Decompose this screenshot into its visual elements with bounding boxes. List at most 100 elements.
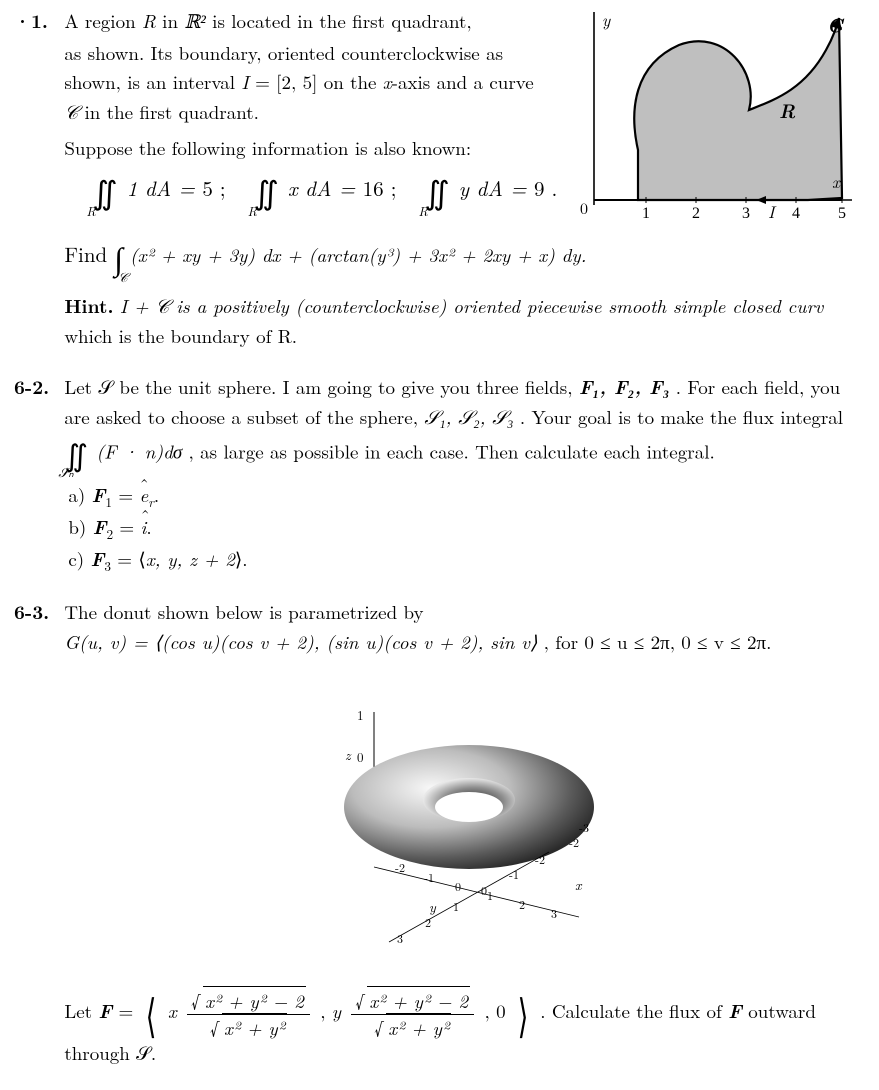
p3-frac1: x² + y² − 2 x² + y²: [187, 988, 310, 1040]
p1-hint-text2: which is the boundary of R.: [64, 322, 297, 349]
p3-eq: =: [119, 997, 140, 1024]
torus-figure-wrap: 1 0 -3 z -2 -1: [64, 672, 854, 978]
int3-sep: .: [544, 173, 557, 203]
tick-5: 5: [838, 205, 846, 220]
p1-find: Find ∫𝒞 (x² + xy + 3y) dx + (arctan(y³) …: [64, 236, 854, 279]
p2-a-lead: a): [68, 481, 91, 508]
problem-2: 6-2. Let 𝒮 be the unit sphere. I am goin…: [14, 374, 865, 577]
yt5: 3: [397, 930, 403, 947]
p3-F2: F: [728, 996, 742, 1024]
p2-a: a) F1 = er.: [68, 482, 854, 508]
p1-hint-lead: Hint.: [64, 291, 113, 319]
p3-den1: x² + y²: [222, 1013, 287, 1041]
p2-b: b) F2 = i.: [68, 514, 854, 540]
int1-val: 5: [202, 173, 213, 203]
problem-2-body: Let 𝒮 be the unit sphere. I am going to …: [64, 374, 854, 577]
p2-c: c) F3 = ⟨x, y, z + 2⟩.: [68, 546, 854, 572]
p1-l1c: is located in the first quadrant,: [212, 7, 471, 34]
p1-hint-line2: which is the boundary of R.: [64, 323, 854, 349]
p3-Glead: G(u, v) =: [64, 628, 154, 655]
torus-hole-inner: [435, 792, 503, 822]
p3-line1: The donut shown below is parametrized by: [64, 599, 854, 625]
xt0: -2: [395, 859, 405, 876]
p1-find-expr: (x² + xy + 3y) dx + (arctan(y³) + 3x² + …: [130, 241, 586, 268]
dblint-1: ∬R: [92, 170, 119, 213]
int3-body: y dA =: [459, 173, 534, 203]
origin-label: 0: [580, 196, 588, 219]
p1-Ieq: = [2, 5]: [255, 68, 317, 95]
p3-zero: 0: [496, 997, 506, 1024]
p3-den2: x² + y²: [386, 1013, 451, 1041]
p1-hint: Hint. I + 𝒞 is a positively (countercloc…: [64, 293, 854, 319]
p2-c-lead: c): [68, 545, 90, 572]
yt3: 1: [453, 898, 459, 915]
xt3: 1: [487, 887, 493, 904]
p3-Gdom: , for 0 ≤ u ≤ 2π, 0 ≤ v ≤ 2π.: [544, 628, 772, 655]
p3-letF: Let F = ⟨ x x² + y² − 2 x² + y² , y x² +…: [64, 988, 854, 1066]
problem-3-label: 6-3.: [14, 599, 58, 625]
yt1: -1: [509, 866, 519, 883]
p2-integ-tail: , as large as possible in each case. The…: [189, 437, 715, 464]
p2-b-lead: b): [68, 513, 92, 540]
dblint-3: ∬R: [425, 170, 452, 213]
tick-3: 3: [742, 205, 750, 220]
curve-label: C: [827, 10, 845, 38]
region-figure: 1 2 3 4 5 y x 0 I C R: [574, 10, 854, 220]
p1-hint-text1: I + 𝒞 is a positively (counterclockwise)…: [120, 292, 823, 319]
p3-frac2: x² + y² − 2 x² + y²: [351, 988, 474, 1040]
p1-l1b: in: [162, 7, 184, 34]
ztick-1: 1: [357, 705, 364, 724]
p3-comp2: y: [332, 997, 341, 1024]
int1-body: 1 dA =: [127, 173, 203, 203]
dblint-2: ∬R: [254, 170, 281, 213]
p3-comp1: x: [168, 997, 177, 1024]
region-label: R: [779, 96, 796, 124]
p2-c-body: F: [90, 544, 104, 572]
xt2: 0: [455, 878, 461, 895]
p2-sublist: a) F1 = er. b) F2 = i. c) F3 = ⟨x, y, z …: [68, 482, 854, 571]
ztick-0: 0: [357, 747, 364, 766]
rangle-icon: ⟩: [518, 991, 529, 1037]
p3-num1: x² + y² − 2: [203, 986, 306, 1014]
p1-l1a: A region: [64, 7, 142, 34]
p1-l3b: on the: [324, 68, 383, 95]
p3-comma1: ,: [320, 997, 332, 1024]
z-label: z: [345, 745, 352, 765]
p1-x: x: [383, 68, 392, 95]
problem-3-body: The donut shown below is parametrized by…: [64, 599, 854, 1070]
p1-l3c: -axis and a curve: [392, 68, 534, 95]
p3-F: F: [98, 996, 112, 1024]
far-tick-2: -2: [569, 834, 579, 851]
p2-line3: ∬𝒮ₙ (F · n)dσ , as large as possible in …: [64, 434, 854, 475]
int2-sep: ;: [384, 173, 418, 203]
p3-comma2: ,: [484, 997, 496, 1024]
yt0: -2: [535, 851, 545, 868]
far-tick-3: -3: [579, 819, 589, 836]
torus-figure: 1 0 -3 z -2 -1: [279, 672, 639, 972]
p2-subsets: 𝒮₁, 𝒮₂, 𝒮₃: [424, 403, 513, 430]
problem-1: ·1. 1 2 3: [14, 8, 865, 352]
problem-2-label: 6-2.: [14, 374, 58, 400]
tick-2: 2: [692, 205, 700, 220]
p2-integrand: (F · n)dσ: [96, 437, 182, 464]
tick-4: 4: [792, 205, 800, 220]
p2-fields: F₁, F₂, F₃: [579, 372, 670, 400]
yt2: 0: [481, 882, 487, 899]
y-label-3d: y: [429, 897, 437, 917]
p1-R: R: [142, 7, 156, 34]
p2-l2b: . Your goal is to make the flux integral: [520, 403, 843, 430]
int2-val: 16: [363, 173, 384, 203]
langle-icon: ⟨: [145, 991, 156, 1037]
p1-l4a: in the first quadrant.: [85, 98, 259, 125]
p1-I: I: [241, 68, 248, 95]
p1-l3a: shown, is an interval: [64, 68, 241, 95]
p1-RR2: ℝ²: [184, 12, 206, 33]
p3-let-lead: Let: [64, 997, 98, 1024]
p2-l1b: . For each field, you: [676, 373, 840, 400]
p2-l2a: are asked to choose a subset of the sphe…: [64, 403, 424, 430]
x-label-3d: x: [575, 875, 583, 895]
int1-sep: ;: [213, 173, 247, 203]
y-axis-label: y: [602, 10, 611, 31]
xt5: 3: [551, 905, 557, 922]
p2-line1: Let 𝒮 be the unit sphere. I am going to …: [64, 374, 854, 400]
